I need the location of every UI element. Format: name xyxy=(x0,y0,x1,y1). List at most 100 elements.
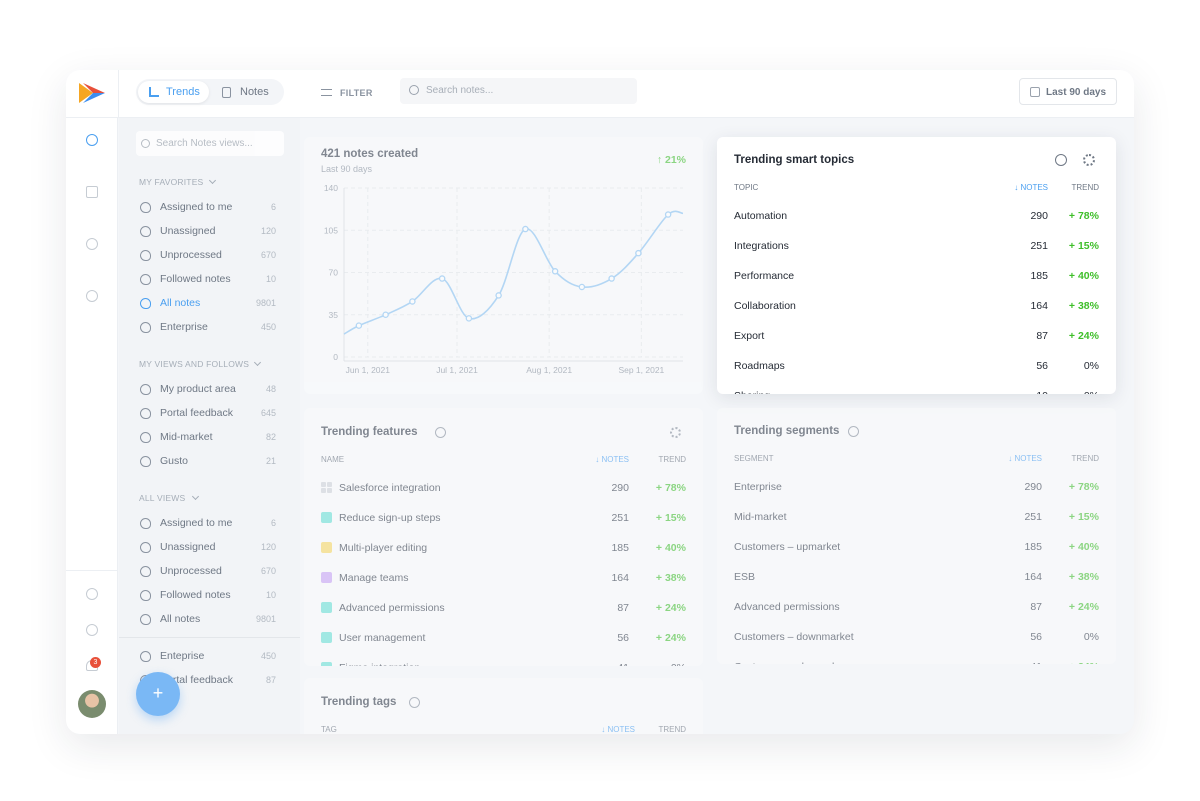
filter-button[interactable]: FILTER xyxy=(318,84,378,104)
item-label: Unprocessed xyxy=(160,565,222,577)
row-notes: 56 xyxy=(1030,631,1042,643)
window: Trends Notes FILTER Search notes... Last 90 … xyxy=(66,70,1134,734)
column-header[interactable]: ↓ NOTES xyxy=(601,725,635,734)
filter-label: FILTER xyxy=(340,88,373,98)
row-notes: 251 xyxy=(611,512,629,524)
column-header[interactable]: ↓ NOTES xyxy=(1014,183,1048,192)
row-name: Reduce sign-up steps xyxy=(339,512,441,524)
section-title: MY VIEWS AND FOLLOWS xyxy=(139,359,250,369)
change-label: ↑ 21% xyxy=(656,154,686,166)
avatar[interactable] xyxy=(78,690,106,718)
item-icon xyxy=(140,566,151,577)
rail-icon[interactable] xyxy=(86,588,98,600)
row-icon xyxy=(321,662,332,666)
row-notes: 164 xyxy=(1024,571,1042,583)
item-icon xyxy=(140,322,151,333)
date-button[interactable]: Last 90 days xyxy=(1019,78,1117,105)
item-count: 9801 xyxy=(255,298,276,308)
sidebar-item[interactable]: Assigned to me 6 xyxy=(119,515,300,533)
item-icon xyxy=(140,432,151,443)
caret xyxy=(253,358,262,367)
item-icon xyxy=(140,651,151,662)
item-count: 120 xyxy=(260,226,276,236)
row-icon xyxy=(321,602,332,613)
logo-part xyxy=(83,93,105,103)
info-icon[interactable] xyxy=(434,427,446,438)
rail-icon[interactable] xyxy=(86,290,98,302)
sidebar-item[interactable]: All notes 9801 xyxy=(119,611,300,629)
rail-icon[interactable] xyxy=(86,186,98,198)
filter-icon xyxy=(321,89,332,96)
row-notes: 164 xyxy=(611,572,629,584)
caret xyxy=(209,176,217,185)
sidebar-item[interactable]: Unprocessed 670 xyxy=(119,563,300,581)
sidebar-item[interactable]: Followed notes 10 xyxy=(119,587,300,605)
row-trend: + 40% xyxy=(655,542,686,554)
row-trend: 0% xyxy=(1083,360,1099,372)
sidebar-item[interactable]: Followed notes 10 xyxy=(119,271,300,289)
settings-icon[interactable] xyxy=(670,427,681,438)
item-icon xyxy=(140,408,151,419)
search-input[interactable]: Search notes... xyxy=(400,78,637,104)
item-label: Followed notes xyxy=(160,273,231,285)
sidebar-item[interactable]: Assigned to me 6 xyxy=(119,199,300,217)
sidebar-item[interactable]: Unassigned 120 xyxy=(119,223,300,241)
section-title: MY FAVORITES xyxy=(139,177,204,187)
add-button[interactable]: + xyxy=(136,672,180,716)
sidebar-item[interactable]: Unassigned 120 xyxy=(119,539,300,557)
column-header[interactable]: ↓ NOTES xyxy=(1008,454,1042,463)
card-title: 421 notes created xyxy=(321,148,419,160)
item-count: 645 xyxy=(260,408,276,418)
sidebar-item[interactable]: My product area 48 xyxy=(119,381,300,399)
y-tick-label: 70 xyxy=(329,268,339,278)
item-count: 82 xyxy=(265,432,276,442)
sidebar-item[interactable]: Mid-market 82 xyxy=(119,429,300,447)
item-count: 10 xyxy=(265,590,276,600)
rail-icon[interactable] xyxy=(86,134,98,146)
item-icon xyxy=(140,614,151,625)
info-icon[interactable] xyxy=(1055,154,1067,166)
row-name: Automation xyxy=(734,210,788,222)
y-tick-label: 35 xyxy=(329,310,339,320)
row-notes: 290 xyxy=(1030,210,1048,222)
row-notes: 87 xyxy=(1036,330,1048,342)
item-label: Enteprise xyxy=(160,650,205,662)
logo-part xyxy=(79,83,93,103)
tab[interactable]: Notes xyxy=(214,81,280,103)
settings-icon[interactable] xyxy=(1083,154,1095,166)
search-placeholder: Search Notes views... xyxy=(156,138,253,149)
item-count: 120 xyxy=(260,542,276,552)
sidebar-item[interactable]: Enteprise 450 xyxy=(119,648,300,666)
sidebar-item[interactable]: Unprocessed 670 xyxy=(119,247,300,265)
section-title: ALL VIEWS xyxy=(139,493,186,503)
segments-card: Trending segments SEGMENT ↓ NOTES TREND Ente… xyxy=(717,408,1116,664)
row-trend: + 24% xyxy=(1068,601,1099,613)
sidebar-item[interactable]: Enterprise 450 xyxy=(119,319,300,337)
row-notes: 87 xyxy=(617,602,629,614)
info-icon[interactable] xyxy=(409,697,421,708)
data-point xyxy=(465,315,473,322)
sidebar-divider xyxy=(119,637,300,638)
sidebar-item[interactable]: All notes 9801 xyxy=(119,295,300,313)
info-icon[interactable] xyxy=(847,426,859,437)
row-notes: 41 xyxy=(617,662,629,666)
data-point xyxy=(438,275,446,282)
column-header[interactable]: ↓ NOTES xyxy=(595,455,629,464)
tab-label: Trends xyxy=(166,86,200,98)
item-count: 670 xyxy=(260,566,276,576)
sidebar-search[interactable]: Search Notes views... xyxy=(136,131,284,156)
x-tick-label: Jul 1, 2021 xyxy=(436,365,478,375)
item-count: 48 xyxy=(265,384,276,394)
item-icon xyxy=(140,202,151,213)
sidebar-item[interactable]: Gusto 21 xyxy=(119,453,300,471)
item-count: 6 xyxy=(270,518,276,528)
y-tick-label: 140 xyxy=(324,183,338,193)
rail-icon[interactable] xyxy=(86,238,98,250)
rail-icon[interactable] xyxy=(86,624,98,636)
card-title: Trending segments xyxy=(734,425,840,437)
tab[interactable]: Trends xyxy=(138,81,209,103)
row-name: Customers – churned xyxy=(734,661,834,664)
sidebar-item[interactable]: Portal feedback 645 xyxy=(119,405,300,423)
card-subtitle: Last 90 days xyxy=(321,164,373,174)
